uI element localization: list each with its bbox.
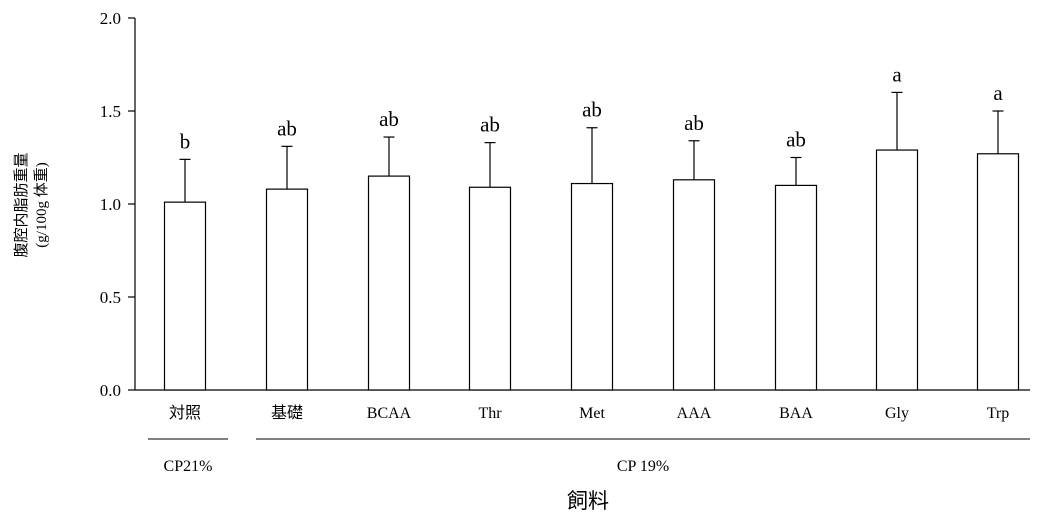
group-labels: CP21% CP 19% (148, 438, 1030, 475)
significance-label: ab (277, 116, 297, 140)
y-tick-label: 2.0 (100, 9, 121, 28)
bar (163, 201, 207, 391)
significance-label: b (180, 129, 191, 153)
group-label: CP21% (164, 458, 213, 475)
bar (468, 186, 512, 391)
category-label: 基礎 (271, 404, 303, 422)
bar (570, 182, 614, 391)
bar (265, 188, 309, 391)
y-axis-title-line1: 腹腔内脂肪重量 (13, 152, 30, 257)
significance-label: ab (480, 113, 500, 137)
significance-label: ab (379, 107, 399, 131)
y-axis-title-line2: (g/100g 体重) (33, 162, 50, 247)
bars: b ab ab ab ab ab ab a a (163, 62, 1020, 391)
significance-label: ab (684, 111, 704, 135)
group-label: CP 19% (617, 458, 669, 475)
category-labels: 対照 基礎 BCAA Thr Met AAA BAA Gly Trp (169, 404, 1009, 422)
category-label: AAA (677, 405, 712, 422)
significance-label: ab (786, 128, 806, 152)
y-tick-label: 1.5 (100, 102, 121, 121)
category-label: Thr (478, 405, 502, 422)
y-axis-title: 腹腔内脂肪重量 (g/100g 体重) (13, 152, 50, 257)
category-label: Met (579, 405, 605, 422)
category-label: Trp (987, 405, 1010, 422)
bar (774, 184, 818, 391)
y-axis-ticks: 0.0 0.5 1.0 1.5 2.0 (100, 9, 135, 400)
significance-label: ab (582, 98, 602, 122)
y-tick-label: 0.5 (100, 288, 121, 307)
y-tick-label: 1.0 (100, 195, 121, 214)
bar (672, 179, 716, 391)
bar (976, 153, 1020, 391)
category-label: Gly (885, 405, 909, 422)
bar (875, 149, 919, 391)
significance-label: a (993, 81, 1003, 105)
category-label: BAA (779, 405, 813, 422)
y-tick-label: 0.0 (100, 381, 121, 400)
category-label: 対照 (169, 404, 201, 422)
category-label: BCAA (367, 405, 412, 422)
bar (367, 175, 411, 391)
significance-label: a (892, 62, 902, 86)
x-axis-title: 飼料 (567, 489, 609, 513)
